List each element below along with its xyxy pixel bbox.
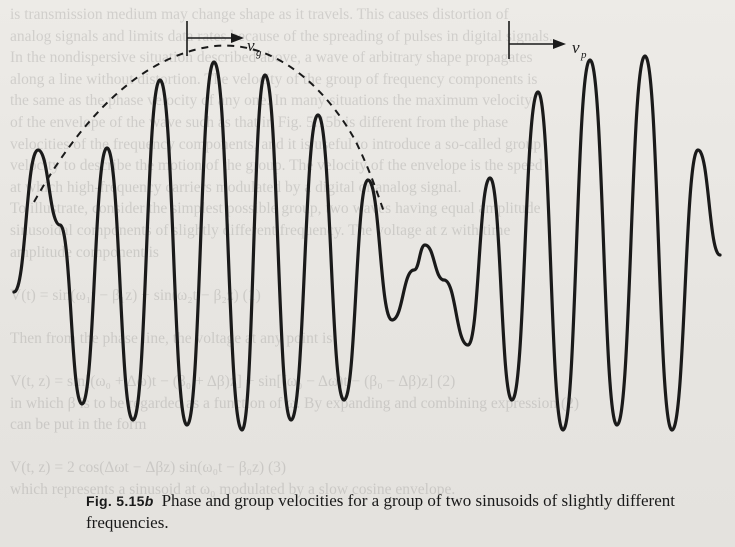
- group-velocity-arrow-head: [231, 33, 244, 43]
- figure-letter: b: [144, 493, 154, 509]
- figure-caption: Fig. 5.15b Phase and group velocities for…: [86, 490, 722, 534]
- figure-number-text: Fig. 5.15: [86, 493, 145, 509]
- group-velocity-label: v: [247, 36, 255, 55]
- group-envelope-dashed-curve: [33, 44, 386, 216]
- phase-velocity-subscript: p: [580, 49, 587, 61]
- figure-number: Fig. 5.15b: [86, 493, 154, 509]
- group-velocity-subscript: g: [256, 47, 262, 59]
- modulated-wave-curve: [12, 54, 722, 432]
- group-velocity-marker: v g: [186, 21, 262, 59]
- phase-velocity-label: v: [572, 38, 580, 57]
- caption-text: Phase and group velocities for a group o…: [86, 491, 675, 532]
- wave-figure: v g v p: [12, 21, 722, 432]
- phase-velocity-arrow-head: [553, 39, 566, 49]
- phase-velocity-marker: v p: [508, 21, 587, 61]
